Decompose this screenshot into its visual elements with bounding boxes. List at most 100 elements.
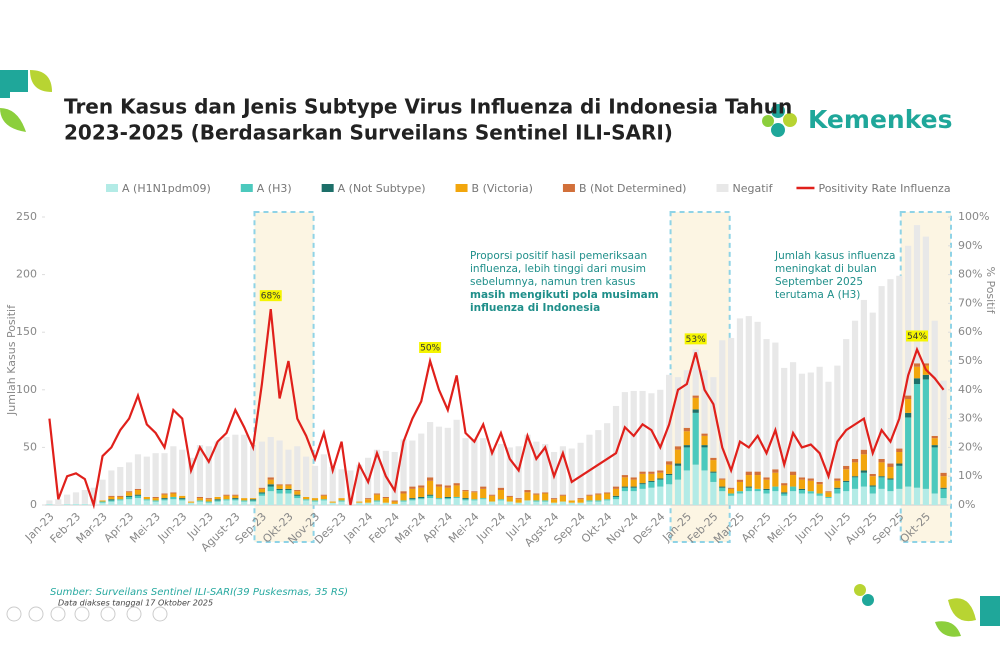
bar-segment bbox=[604, 492, 611, 494]
bar-segment bbox=[462, 498, 469, 500]
bar-segment bbox=[134, 494, 142, 496]
bar-segment bbox=[515, 502, 522, 505]
bar-segment bbox=[542, 500, 549, 502]
bar-segment bbox=[506, 495, 513, 497]
toolbar[interactable] bbox=[6, 606, 168, 622]
bar-segment bbox=[719, 487, 726, 492]
bar-segment bbox=[869, 486, 876, 494]
bar-segment bbox=[391, 503, 398, 505]
bar-segment bbox=[249, 500, 257, 502]
bar-segment bbox=[365, 499, 372, 503]
bar-segment bbox=[550, 498, 558, 500]
bar-segment bbox=[205, 501, 212, 503]
bar-segment bbox=[568, 500, 575, 503]
corner-decoration bbox=[0, 70, 1000, 637]
bar-segment bbox=[258, 495, 265, 505]
bar-segment bbox=[267, 484, 274, 487]
bar-segment bbox=[887, 479, 894, 492]
bar-segment bbox=[108, 501, 115, 505]
bar-segment bbox=[843, 339, 850, 466]
bar-segment bbox=[152, 501, 159, 505]
bar-segment bbox=[391, 500, 398, 502]
bar-segment bbox=[267, 477, 274, 480]
bar-segment bbox=[418, 433, 425, 486]
bar-segment bbox=[462, 438, 469, 491]
bar-segment bbox=[816, 366, 823, 482]
bar-segment bbox=[869, 312, 876, 474]
bar-segment bbox=[126, 496, 133, 500]
bar-segment bbox=[249, 499, 257, 501]
bar-segment bbox=[657, 486, 664, 505]
bar-segment bbox=[143, 496, 150, 500]
bar-segment bbox=[320, 499, 327, 501]
bar-segment bbox=[683, 370, 690, 428]
bar-segment bbox=[789, 475, 797, 487]
bar-segment bbox=[577, 502, 584, 505]
bar-segment bbox=[179, 499, 186, 501]
bar-segment bbox=[860, 486, 867, 505]
bar-segment bbox=[905, 417, 912, 487]
bar-segment bbox=[258, 488, 265, 493]
bar-segment bbox=[365, 502, 372, 505]
bar-segment bbox=[834, 365, 841, 479]
bar-segment bbox=[108, 500, 115, 502]
bar-segment bbox=[214, 441, 221, 497]
bar-segment bbox=[373, 449, 381, 494]
bar-segment bbox=[710, 460, 717, 472]
source: Sumber: Surveilans Sentinel ILI-SARI(39 … bbox=[50, 587, 348, 598]
bar-segment bbox=[294, 446, 301, 491]
bar-segment bbox=[639, 390, 646, 472]
y2-tick-label: 100% bbox=[958, 210, 989, 223]
bar-segment bbox=[161, 499, 168, 501]
bar-segment bbox=[249, 501, 257, 505]
bar-segment bbox=[99, 479, 106, 501]
bar-segment bbox=[471, 492, 478, 500]
bar-segment bbox=[612, 405, 620, 487]
bar-segment bbox=[258, 441, 265, 488]
bar-segment bbox=[241, 498, 248, 501]
bar-segment bbox=[692, 395, 699, 398]
bar-segment bbox=[214, 496, 221, 500]
bar-segment bbox=[595, 500, 602, 502]
bar-segment bbox=[931, 435, 938, 439]
bar-segment bbox=[81, 503, 88, 505]
bar-segment bbox=[834, 487, 841, 489]
bar-segment bbox=[851, 458, 859, 463]
bar-segment bbox=[170, 499, 177, 505]
bar-segment bbox=[648, 481, 655, 488]
bar-segment bbox=[878, 476, 885, 478]
bar-segment bbox=[126, 492, 133, 496]
bar-segment bbox=[179, 498, 186, 500]
bar-segment bbox=[781, 485, 788, 493]
y2-tick-label: 20% bbox=[958, 440, 982, 453]
bar-segment bbox=[267, 486, 274, 492]
y-tick-label: 200 bbox=[16, 268, 37, 281]
bar-segment bbox=[90, 487, 97, 505]
bar-segment bbox=[595, 501, 602, 505]
bar-segment bbox=[692, 409, 699, 413]
bar-segment bbox=[710, 471, 717, 473]
bar-segment bbox=[276, 493, 283, 505]
bar-segment bbox=[480, 486, 487, 489]
annotation-text-bold: masih mengikuti pola musimam bbox=[470, 289, 659, 301]
bar-segment bbox=[674, 446, 682, 450]
bar-segment bbox=[373, 493, 381, 495]
bar-segment bbox=[754, 491, 761, 505]
bar-segment bbox=[851, 477, 859, 489]
bar-segment bbox=[179, 500, 186, 505]
bar-segment bbox=[161, 498, 168, 500]
bar-segment bbox=[285, 484, 292, 486]
bar-segment bbox=[303, 499, 310, 501]
bar-segment bbox=[134, 488, 142, 491]
bar-segment bbox=[232, 499, 239, 501]
y2-tick-label: 80% bbox=[958, 268, 982, 281]
bar-segment bbox=[480, 488, 487, 499]
bar-segment bbox=[763, 490, 770, 494]
bar-segment bbox=[931, 493, 938, 505]
bar-segment bbox=[267, 491, 274, 505]
bar-segment bbox=[860, 449, 867, 455]
bar-segment bbox=[887, 279, 894, 464]
bar-segment bbox=[232, 495, 239, 499]
bar-segment bbox=[683, 431, 690, 446]
bar-segment bbox=[878, 462, 885, 477]
